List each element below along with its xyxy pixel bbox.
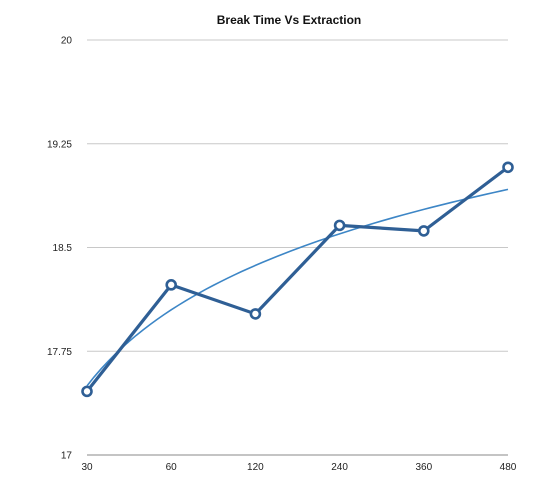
x-tick-label: 240 [331, 462, 348, 473]
x-tick-label: 480 [500, 462, 517, 473]
x-axis-tick-labels: 30 60 120 240 360 480 [81, 462, 516, 473]
x-tick-label: 360 [415, 462, 432, 473]
y-tick-label: 17.75 [47, 347, 72, 358]
chart-title: Break Time Vs Extraction [217, 13, 362, 27]
x-tick-label: 30 [81, 462, 93, 473]
data-point [333, 219, 346, 232]
y-axis-tick-labels: 20 19.25 18.5 17.75 17 [47, 36, 72, 462]
data-point [502, 161, 514, 174]
y-tick-label: 20 [61, 36, 73, 47]
data-point [165, 279, 177, 291]
trendline [86, 188, 509, 387]
y-tick-label: 17 [61, 451, 73, 462]
trendline-curve [86, 188, 509, 387]
data-point [249, 308, 262, 320]
series [81, 161, 514, 398]
x-tick-label: 120 [247, 462, 264, 473]
gridlines [87, 39, 508, 456]
data-point [417, 225, 430, 237]
x-tick-label: 60 [166, 462, 178, 473]
data-point [81, 385, 93, 398]
y-tick-label: 19.25 [47, 139, 72, 150]
series-line [85, 165, 510, 393]
y-tick-label: 18.5 [53, 243, 73, 254]
